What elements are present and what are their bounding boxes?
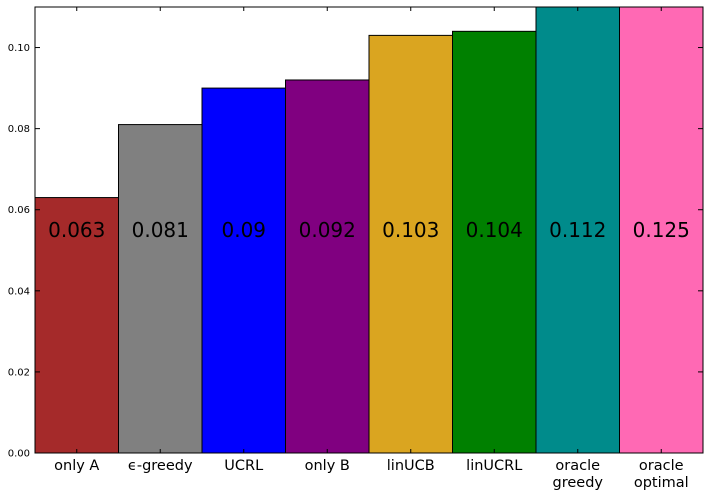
bar-value-label-2: 0.09 <box>221 218 266 242</box>
y-tick-label-5: 0.10 <box>8 43 30 54</box>
bar-7 <box>619 7 703 453</box>
x-tick-label-6-line-0: oracle <box>555 458 600 474</box>
x-tick-label-7-line-1: optimal <box>634 475 689 491</box>
y-axis: 0.00 0.02 0.04 0.06 0.08 0.10 <box>8 43 703 460</box>
bar-value-label-5: 0.104 <box>466 218 523 242</box>
x-tick-label-1: ϵ-greedy <box>128 458 193 474</box>
y-tick-label-1: 0.02 <box>8 367 30 378</box>
x-tick-label-5: linUCRL <box>466 458 522 474</box>
x-tick-label-2: UCRL <box>224 458 263 474</box>
x-tick-label-3: only B <box>305 458 350 474</box>
bar-5 <box>452 30 537 453</box>
y-tick-label-3: 0.06 <box>8 205 30 216</box>
bar-value-label-3: 0.092 <box>299 218 356 242</box>
x-axis: only A ϵ-greedy UCRL only B linUCB linUCRL ora… <box>54 7 689 491</box>
x-tick-label-7-line-0: oracle <box>639 458 684 474</box>
bar-value-label-6: 0.112 <box>549 218 606 242</box>
x-tick-label-6-line-1: greedy <box>553 475 604 491</box>
bar-0 <box>35 197 119 453</box>
bar-6 <box>535 7 620 453</box>
bar-value-label-1: 0.081 <box>132 218 189 242</box>
bar-1 <box>118 124 203 453</box>
x-tick-label-4: linUCB <box>387 458 435 474</box>
y-tick-label-2: 0.04 <box>8 286 30 297</box>
bar-value-label-4: 0.103 <box>382 218 439 242</box>
y-tick-label-0: 0.00 <box>8 449 30 460</box>
bar-value-label-7: 0.125 <box>633 218 690 242</box>
bar-value-label-0: 0.063 <box>48 218 105 242</box>
bar-4 <box>368 34 453 453</box>
x-tick-label-0: only A <box>54 458 99 474</box>
y-tick-label-4: 0.08 <box>8 124 30 135</box>
value-labels-group: 0.063 0.081 0.09 0.092 0.103 0.104 0.112 0.125 <box>48 218 690 242</box>
bars-group <box>35 7 703 453</box>
plot-frame <box>34 6 704 454</box>
bar-2 <box>201 87 286 453</box>
bar-3 <box>285 79 370 453</box>
